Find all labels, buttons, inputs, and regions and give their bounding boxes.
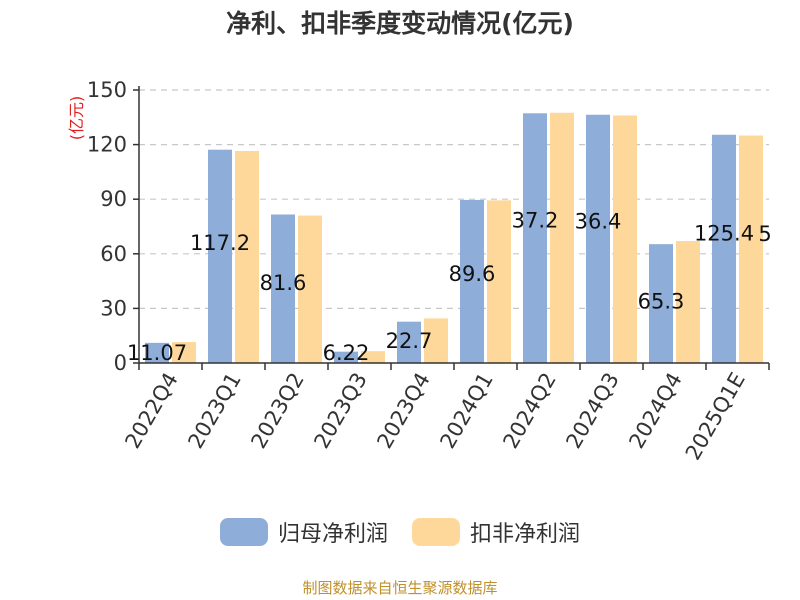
bar-series-2 <box>613 115 637 363</box>
bar-series-2 <box>550 112 574 363</box>
legend-swatch-series-2 <box>412 518 460 546</box>
y-tick-label: 150 <box>87 78 127 102</box>
legend-label-series-2: 扣非净利润 <box>470 522 581 547</box>
data-label-series-1: 65.3 <box>638 289 685 313</box>
bar-series-1 <box>586 114 610 363</box>
bar-series-1 <box>649 244 673 363</box>
bars <box>145 112 763 364</box>
data-label-series-1: 117.2 <box>190 231 250 255</box>
bar-series-2 <box>235 150 259 363</box>
data-label-series-1: 81.6 <box>260 271 307 295</box>
data-label-series-1: 6.22 <box>323 341 370 365</box>
y-tick-label: 60 <box>100 242 127 266</box>
y-tick-label: 30 <box>100 296 127 320</box>
x-tick-label: 2024Q1 <box>435 369 497 453</box>
bar-series-1 <box>523 113 547 364</box>
bar-series-2 <box>739 135 763 363</box>
legend-item-series-1[interactable]: 归母净利润 <box>219 516 388 548</box>
bar-series-1 <box>208 149 232 363</box>
bar-series-2 <box>172 342 196 363</box>
bar-series-2 <box>676 241 700 363</box>
data-label-series-2: 5 <box>758 222 771 246</box>
data-label-series-1: 37.2 <box>512 208 559 232</box>
data-label-series-1: 11.07 <box>127 341 187 365</box>
x-tick-label: 2023Q4 <box>372 369 434 453</box>
x-tick-label: 2023Q2 <box>246 369 308 453</box>
bar-series-1 <box>460 199 484 363</box>
data-labels: 11.07 117.2 81.6 6.22 22.7 89.6 37.2 36.4 65.3 12… <box>127 208 772 365</box>
source-note: 制图数据来自恒生聚源数据库 <box>302 579 498 597</box>
data-label-series-1: 125.4 <box>694 222 754 246</box>
legend-item-series-2[interactable]: 扣非净利润 <box>412 516 580 548</box>
y-axis-label: (亿元) <box>67 96 86 141</box>
y-tick-label: 120 <box>87 133 127 157</box>
x-tick-label: 2024Q4 <box>624 369 686 453</box>
x-tick-label: 2023Q1 <box>183 369 245 453</box>
bar-series-2 <box>424 318 448 363</box>
legend-swatch-series-1 <box>219 518 268 546</box>
bar-series-1 <box>334 351 358 363</box>
data-label-series-1: 22.7 <box>386 329 433 353</box>
bar-series-1 <box>271 214 295 363</box>
x-tick-label: 2024Q2 <box>498 369 560 453</box>
x-tick-label: 2025Q1E <box>681 369 750 465</box>
y-tick-label: 90 <box>100 187 127 211</box>
data-label-series-1: 89.6 <box>449 262 496 286</box>
bar-series-2 <box>298 215 322 363</box>
x-tick-label: 2023Q3 <box>309 369 371 453</box>
bar-series-2 <box>361 351 385 363</box>
y-tick-label: 0 <box>114 351 127 375</box>
chart-title: 净利、扣非季度变动情况(亿元) <box>226 9 574 38</box>
x-tick-label: 2024Q3 <box>561 369 623 453</box>
legend-label-series-1: 归母净利润 <box>277 522 388 547</box>
bar-series-2 <box>487 200 511 363</box>
bar-series-1 <box>712 134 736 363</box>
x-tick-label: 2022Q4 <box>120 369 182 453</box>
bar-series-1 <box>397 321 421 363</box>
legend: 归母净利润 扣非净利润 <box>0 516 800 548</box>
bar-series-1 <box>145 342 169 363</box>
data-label-series-1: 36.4 <box>575 209 622 233</box>
